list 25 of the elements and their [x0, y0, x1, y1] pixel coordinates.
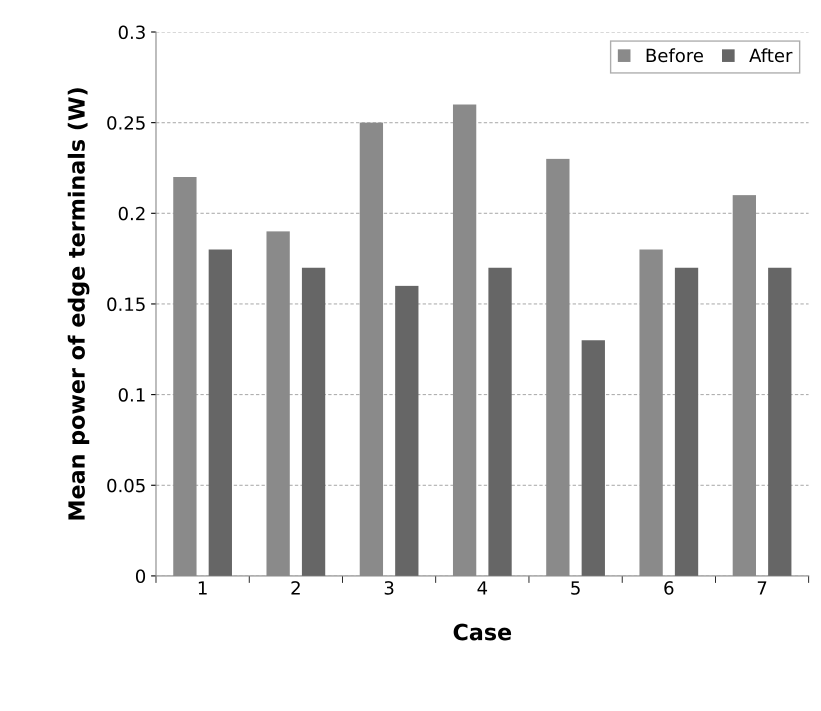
- legend-label: Before: [646, 48, 703, 62]
- bar: [488, 268, 512, 576]
- x-tick-label: 1: [198, 581, 207, 594]
- y-tick-label: 0.05: [107, 478, 145, 492]
- bar: [302, 268, 326, 576]
- y-tick-label: 0.25: [107, 116, 145, 130]
- bar: [208, 250, 232, 576]
- y-tick-label: 0.3: [118, 25, 145, 40]
- bar: [674, 268, 698, 576]
- y-tick-label: 0: [136, 569, 146, 584]
- x-tick-label: 6: [664, 581, 674, 595]
- bar: [768, 268, 792, 576]
- x-tick-label: 5: [571, 581, 580, 595]
- x-tick-label: 4: [477, 581, 488, 594]
- x-tick-label: 2: [291, 581, 300, 594]
- legend-label: After: [749, 48, 792, 62]
- y-tick-label: 0.15: [107, 297, 145, 312]
- y-tick-label: 0.1: [118, 388, 145, 402]
- bar: [582, 340, 605, 576]
- bar: [395, 286, 418, 576]
- x-axis-title: Case: [454, 624, 512, 640]
- x-tick-label: 7: [758, 581, 766, 594]
- x-tick-label: 3: [384, 581, 394, 595]
- y-axis-title: Mean power of edge terminals (W): [68, 88, 90, 520]
- y-tick-label: 0.2: [118, 206, 144, 220]
